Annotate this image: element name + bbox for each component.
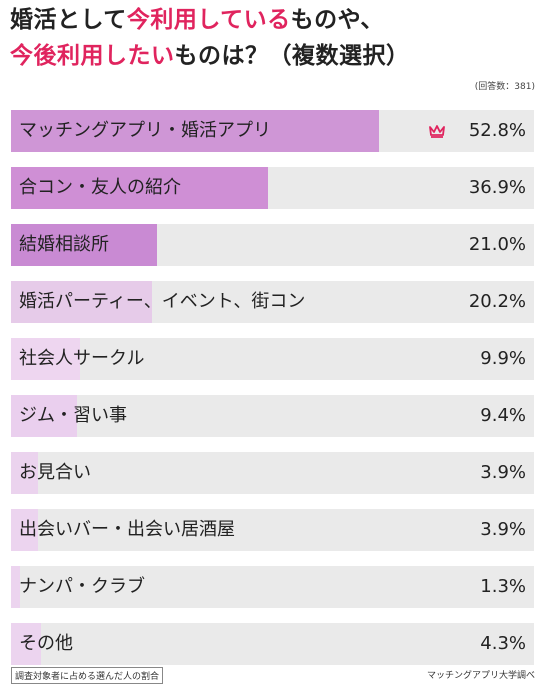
bar-label: 婚活パーティー、イベント、街コン: [19, 291, 306, 312]
bar-label: 合コン・友人の紹介: [19, 177, 181, 198]
bar-label: その他: [19, 633, 73, 654]
footnote: 調査対象者に占める選んだ人の割合: [11, 667, 164, 684]
bar-value-label: 3.9%: [480, 462, 526, 483]
bar-row: ナンパ・クラブ 1.3%: [11, 566, 534, 608]
bar-row: お見合い 3.9%: [11, 452, 534, 494]
bar-label: ナンパ・クラブ: [19, 576, 145, 597]
bar-value-label: 9.9%: [480, 348, 526, 369]
crown-icon: [429, 125, 445, 138]
bar-row: 婚活パーティー、イベント、街コン 20.2%: [11, 281, 534, 323]
bar-label: 結婚相談所: [19, 234, 109, 255]
title-line-2: 今後利用したいものは？（複数選択）: [10, 38, 540, 74]
bar: [11, 623, 41, 665]
bar-value-label: 4.3%: [480, 633, 526, 654]
bar-label: お見合い: [19, 462, 91, 483]
bar-chart: マッチングアプリ・婚活アプリ 52.8% 合コン・友人の紹介 36.9% 結婚相談所 21…: [11, 110, 534, 680]
bar-label: 出会いバー・出会い居酒屋: [19, 519, 235, 540]
bar-value-label: 36.9%: [468, 177, 526, 198]
bar-label: ジム・習い事: [19, 405, 127, 426]
bar: [11, 338, 80, 380]
bar-row: 合コン・友人の紹介 36.9%: [11, 167, 534, 209]
bar-value-label: 9.4%: [480, 405, 526, 426]
source-credit: マッチングアプリ大学調べ: [426, 671, 535, 681]
bar-label: 社会人サークル: [19, 348, 145, 369]
bar-row: 社会人サークル 9.9%: [11, 338, 534, 380]
bar: [11, 224, 157, 266]
title-line-1: 婚活として今利用しているものや、: [10, 2, 540, 38]
title-line1-pre: 婚活として: [10, 7, 127, 33]
bar-value-label: 1.3%: [480, 576, 526, 597]
title-line2-highlight: 今後利用したい: [10, 43, 175, 69]
bar: [11, 281, 152, 323]
bar-row: 出会いバー・出会い居酒屋 3.9%: [11, 509, 534, 551]
chart-title: 婚活として今利用しているものや、 今後利用したいものは？（複数選択）: [10, 2, 540, 74]
bar-value-label: 3.9%: [480, 519, 526, 540]
bar: [11, 110, 379, 152]
title-line1-highlight: 今利用している: [126, 7, 291, 33]
bar: [11, 167, 268, 209]
bar-row: その他 4.3%: [11, 623, 534, 665]
bar: [11, 509, 38, 551]
bar-row: マッチングアプリ・婚活アプリ 52.8%: [11, 110, 534, 152]
bar-row: 結婚相談所 21.0%: [11, 224, 534, 266]
bar-row: ジム・習い事 9.4%: [11, 395, 534, 437]
title-line2-post: ものは？（複数選択）: [174, 43, 410, 69]
bar: [11, 395, 77, 437]
title-line1-post: ものや、: [290, 7, 384, 33]
bar-value-label: 21.0%: [468, 234, 526, 255]
bar: [11, 452, 38, 494]
bar-value-label: 52.8%: [468, 120, 526, 141]
respondents-note: (回答数：381): [474, 82, 535, 92]
bar-label: マッチングアプリ・婚活アプリ: [19, 120, 271, 141]
bar: [11, 566, 20, 608]
bar-value-label: 20.2%: [468, 291, 526, 312]
